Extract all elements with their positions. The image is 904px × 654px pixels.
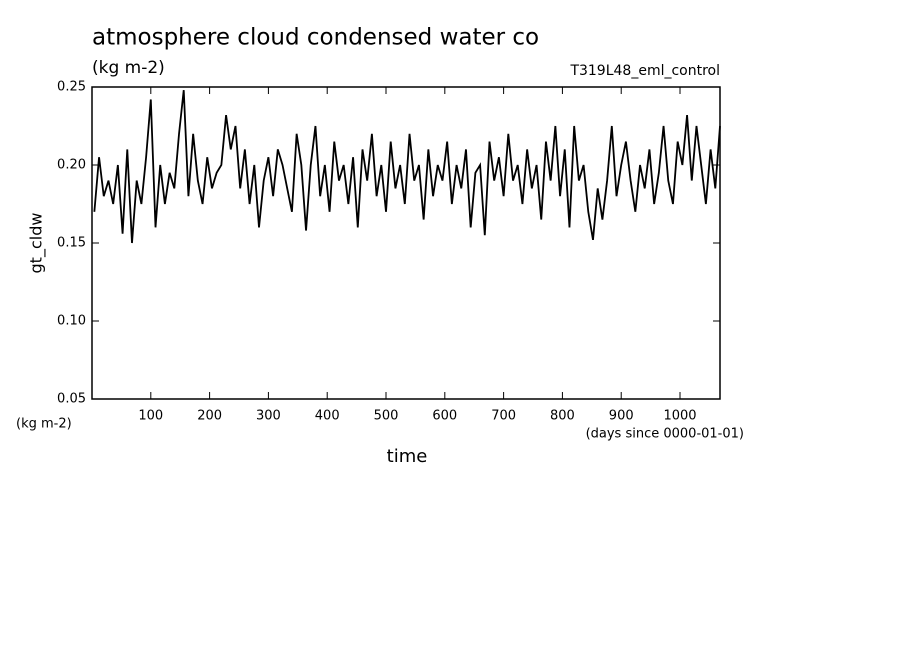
x-tick-label: 1000 xyxy=(663,409,696,424)
y-axis-label: gt_cldw xyxy=(27,213,47,274)
x-tick-label: 300 xyxy=(256,409,281,424)
y-units: (kg m-2) xyxy=(16,417,72,432)
x-tick-label: 500 xyxy=(374,409,399,424)
x-tick-label: 100 xyxy=(138,409,163,424)
data-line xyxy=(93,90,721,244)
x-tick-label: 400 xyxy=(315,409,340,424)
x-tick-label: 600 xyxy=(432,409,457,424)
y-tick-label: 0.10 xyxy=(57,314,86,329)
x-tick-label: 700 xyxy=(491,409,516,424)
x-axis-label: time xyxy=(387,446,428,467)
x-tick-label: 200 xyxy=(197,409,222,424)
annotation: T319L48_eml_control xyxy=(569,63,720,79)
chart-subtitle: (kg m-2) xyxy=(92,58,165,78)
x-tick-label: 800 xyxy=(550,409,575,424)
x-units: (days since 0000-01-01) xyxy=(586,427,744,442)
y-tick-label: 0.15 xyxy=(57,236,86,251)
y-tick-label: 0.05 xyxy=(57,392,86,407)
y-tick-label: 0.20 xyxy=(57,158,86,173)
x-tick-label: 900 xyxy=(609,409,634,424)
y-tick-label: 0.25 xyxy=(57,80,86,95)
chart-title: atmosphere cloud condensed water co xyxy=(92,25,539,51)
